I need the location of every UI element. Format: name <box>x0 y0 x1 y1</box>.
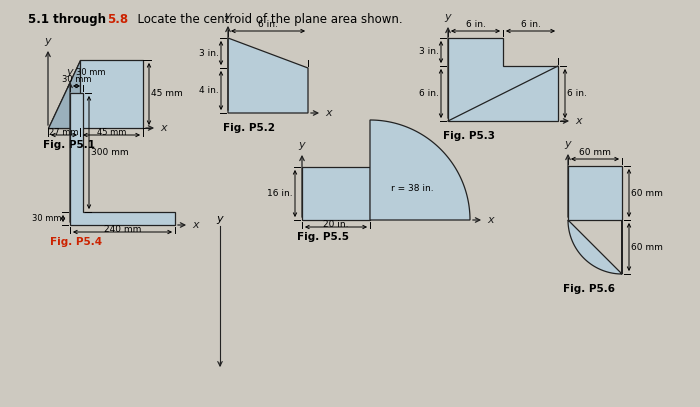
Text: 3 in.: 3 in. <box>419 48 439 57</box>
Text: 60 mm: 60 mm <box>631 243 663 252</box>
Text: 3 in.: 3 in. <box>199 48 219 57</box>
Text: 4 in.: 4 in. <box>199 86 219 95</box>
Text: Fig. P5.3: Fig. P5.3 <box>443 131 495 141</box>
Polygon shape <box>568 166 622 220</box>
Text: 6 in.: 6 in. <box>419 89 439 98</box>
Polygon shape <box>48 60 143 128</box>
Text: Locate the centroid of the plane area shown.: Locate the centroid of the plane area sh… <box>130 13 402 26</box>
Text: 30 mm: 30 mm <box>62 75 91 84</box>
Text: y: y <box>565 139 571 149</box>
Text: y: y <box>217 214 223 224</box>
Text: Fig. P5.5: Fig. P5.5 <box>297 232 349 242</box>
Polygon shape <box>568 220 622 274</box>
Text: 16 in.: 16 in. <box>267 189 293 198</box>
Text: 240 mm: 240 mm <box>104 225 141 234</box>
Polygon shape <box>48 60 80 128</box>
Text: 5.1 through: 5.1 through <box>28 13 110 26</box>
Text: 30 mm: 30 mm <box>32 214 61 223</box>
Text: Fig. P5.6: Fig. P5.6 <box>563 284 615 294</box>
Text: x: x <box>192 220 199 230</box>
Polygon shape <box>370 120 470 220</box>
Text: 27 mm: 27 mm <box>49 128 78 137</box>
Text: x: x <box>575 116 582 126</box>
Text: 60 mm: 60 mm <box>631 188 663 197</box>
Text: x: x <box>487 215 494 225</box>
Text: 60 mm: 60 mm <box>579 148 611 157</box>
Text: Fig. P5.1: Fig. P5.1 <box>43 140 95 150</box>
Text: x: x <box>325 108 332 118</box>
Polygon shape <box>228 38 308 113</box>
Text: y: y <box>66 67 74 77</box>
Text: 5.8: 5.8 <box>107 13 128 26</box>
Text: 45 mm: 45 mm <box>151 90 183 98</box>
Polygon shape <box>448 38 558 121</box>
Text: 45 mm: 45 mm <box>97 128 126 137</box>
Text: Fig. P5.4: Fig. P5.4 <box>50 237 102 247</box>
Text: r = 38 in.: r = 38 in. <box>391 184 433 193</box>
Text: x: x <box>160 123 167 133</box>
Text: 6 in.: 6 in. <box>567 89 587 98</box>
Text: 300 mm: 300 mm <box>91 148 129 157</box>
Text: y: y <box>45 36 51 46</box>
Text: Fig. P5.2: Fig. P5.2 <box>223 123 275 133</box>
Text: 6 in.: 6 in. <box>258 20 278 29</box>
Text: 6 in.: 6 in. <box>466 20 485 29</box>
Text: 30 mm: 30 mm <box>76 68 106 77</box>
Text: 20 in.: 20 in. <box>323 220 349 229</box>
Text: y: y <box>299 140 305 150</box>
Text: 6 in.: 6 in. <box>521 20 540 29</box>
Polygon shape <box>302 167 370 220</box>
Text: y: y <box>225 11 231 21</box>
Text: y: y <box>444 12 452 22</box>
Polygon shape <box>70 93 175 225</box>
